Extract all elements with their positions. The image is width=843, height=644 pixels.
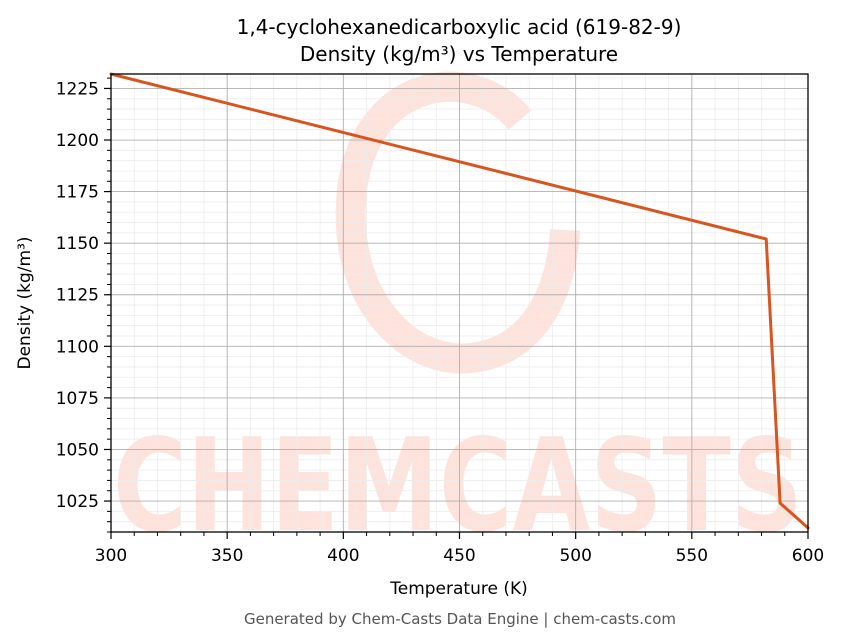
tick-labels: 300 350 400 450 500 550 600 1025 1050 1075 1100 112…: [56, 79, 824, 566]
y-tick-label: 1100: [56, 337, 99, 357]
y-axis-label: Density (kg/m³): [15, 236, 35, 369]
x-axis-label: Temperature (K): [389, 579, 528, 599]
x-tick-label: 550: [676, 546, 708, 566]
y-tick-label: 1175: [56, 183, 99, 203]
y-tick-label: 1025: [56, 492, 99, 512]
chart-subtitle: Density (kg/m³) vs Temperature: [300, 42, 618, 66]
y-tick-label: 1150: [56, 234, 99, 254]
x-tick-label: 300: [95, 546, 127, 566]
y-tick-label: 1125: [56, 286, 99, 306]
x-tick-label: 400: [327, 546, 359, 566]
y-tick-label: 1225: [56, 79, 99, 99]
y-tick-label: 1200: [56, 131, 99, 151]
x-tick-label: 600: [792, 546, 824, 566]
y-tick-label: 1050: [56, 440, 99, 460]
x-tick-label: 350: [211, 546, 243, 566]
series-line-density: [109, 72, 810, 530]
footer-credit: Generated by Chem-Casts Data Engine | ch…: [244, 610, 676, 628]
watermark-text: CHEMCASTS: [113, 412, 803, 561]
y-tick-label: 1075: [56, 389, 99, 409]
watermark: CHEMCASTS: [113, 71, 803, 561]
series-layer: [109, 72, 810, 530]
x-tick-label: 500: [559, 546, 591, 566]
ticks: [104, 77, 809, 539]
chart-title: 1,4-cyclohexanedicarboxylic acid (619-82…: [237, 15, 682, 39]
x-tick-label: 450: [443, 546, 475, 566]
